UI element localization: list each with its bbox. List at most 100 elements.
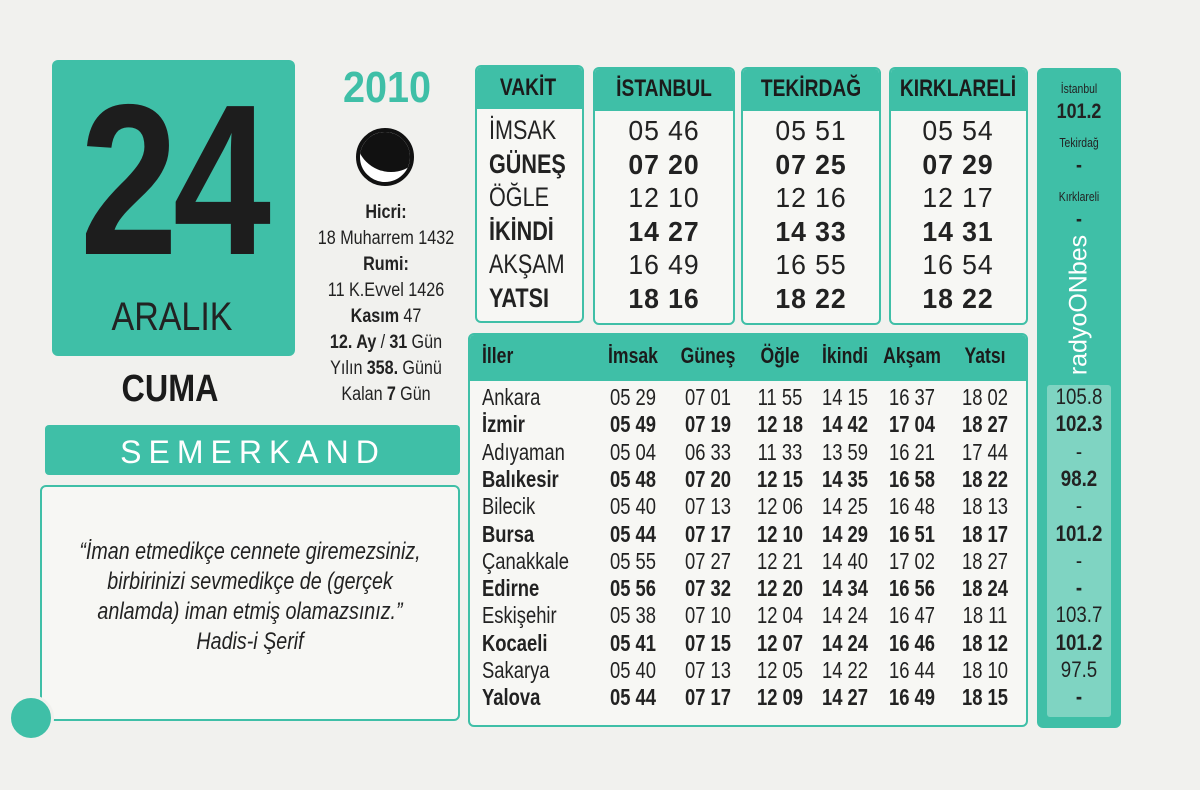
province-time: 14 15 bbox=[821, 384, 869, 410]
column-header: VAKİT bbox=[499, 74, 557, 101]
province-time: 07 19 bbox=[684, 411, 732, 438]
province-time: 16 37 bbox=[888, 384, 936, 410]
moon-shadow bbox=[360, 132, 410, 172]
header-cell bbox=[595, 69, 733, 111]
province-time: 07 27 bbox=[684, 547, 732, 574]
province-time: 14 24 bbox=[821, 629, 869, 656]
radio-frequency: 97.5 bbox=[1060, 657, 1098, 682]
province-time: 07 13 bbox=[684, 657, 732, 683]
province-time: 13 59 bbox=[821, 438, 869, 465]
province-time: 12 07 bbox=[756, 629, 804, 656]
province-time: 18 10 bbox=[961, 657, 1009, 683]
info-text: 358. bbox=[366, 358, 399, 379]
day-number: 24 bbox=[79, 59, 271, 300]
radio-frequency: 98.2 bbox=[1060, 465, 1098, 491]
province-time: 07 10 bbox=[684, 602, 732, 629]
info-text: Yılın bbox=[330, 358, 363, 379]
province-time: 05 49 bbox=[609, 411, 657, 438]
column-header: Akşam bbox=[883, 343, 941, 368]
prayer-time: 05 51 bbox=[775, 115, 847, 146]
province-time: 14 35 bbox=[821, 465, 869, 492]
radio-frequency: 102.3 bbox=[1055, 411, 1103, 437]
info-line: Kasım 47 bbox=[351, 307, 422, 326]
province-name: Adıyaman bbox=[482, 438, 565, 465]
column-header: İmsak bbox=[608, 343, 658, 368]
province-name: Sakarya bbox=[482, 657, 550, 683]
info-line: Hicri: bbox=[365, 203, 406, 222]
radio-city-frequency: 101.2 bbox=[1056, 100, 1102, 123]
province-time: 12 10 bbox=[756, 520, 804, 547]
info-text: Günü bbox=[402, 358, 442, 379]
brand-bar bbox=[45, 425, 460, 475]
prayer-time: 16 49 bbox=[628, 249, 700, 281]
prayer-time: 18 22 bbox=[922, 283, 994, 314]
header-cell bbox=[743, 69, 879, 111]
info-text: Kasım bbox=[350, 306, 400, 327]
province-time: 14 42 bbox=[821, 411, 869, 438]
info-text: 47 bbox=[403, 306, 422, 327]
info-text: 7 bbox=[386, 384, 396, 405]
province-time: 16 56 bbox=[888, 575, 936, 602]
province-time: 07 17 bbox=[684, 520, 732, 547]
province-time: 12 18 bbox=[756, 411, 804, 438]
prayer-name: YATSI bbox=[489, 283, 550, 313]
header-cell bbox=[891, 69, 1026, 111]
prayer-time: 14 33 bbox=[775, 215, 847, 247]
radio-city: İstanbul bbox=[1060, 81, 1098, 96]
quote-line: “İman etmedikçe cennete giremezsiniz, bbox=[79, 538, 421, 565]
province-time: 14 34 bbox=[821, 575, 869, 602]
province-time: 07 20 bbox=[684, 465, 732, 492]
prayer-time: 12 10 bbox=[628, 182, 700, 214]
province-time: 14 27 bbox=[821, 684, 869, 711]
prayer-time: 16 55 bbox=[775, 249, 847, 281]
province-time: 16 44 bbox=[888, 657, 936, 683]
province-name: Yalova bbox=[482, 684, 541, 711]
province-time: 18 11 bbox=[962, 602, 1008, 629]
province-time: 16 21 bbox=[888, 438, 936, 465]
prayer-time: 18 22 bbox=[775, 283, 847, 314]
province-time: 05 56 bbox=[609, 575, 657, 602]
quote-source: Hadis-i Şerif bbox=[196, 628, 304, 655]
province-time: 12 05 bbox=[756, 657, 804, 683]
column-header: Güneş bbox=[680, 343, 736, 368]
province-time: 07 13 bbox=[684, 493, 732, 520]
province-table bbox=[468, 333, 1028, 727]
info-line: Rumi: bbox=[363, 255, 409, 274]
province-header bbox=[470, 335, 1026, 381]
province-name: Kocaeli bbox=[482, 629, 548, 656]
info-line: Kalan 7 Gün bbox=[341, 385, 430, 404]
info-text: Gün bbox=[400, 384, 431, 405]
quote-box bbox=[40, 485, 460, 721]
province-time: 07 32 bbox=[684, 575, 732, 602]
province-time: 12 15 bbox=[756, 465, 804, 492]
prayer-time: 07 29 bbox=[922, 148, 994, 180]
province-time: 18 27 bbox=[961, 547, 1009, 574]
moon-phase bbox=[356, 128, 414, 186]
city-name: İSTANBUL bbox=[616, 75, 712, 102]
province-time: 05 44 bbox=[609, 684, 657, 711]
province-time: 14 24 bbox=[821, 602, 869, 629]
radio-frequency: - bbox=[1075, 493, 1083, 519]
radio-frequency: - bbox=[1075, 575, 1083, 601]
province-time: 18 15 bbox=[961, 684, 1009, 711]
radio-city-frequency: - bbox=[1076, 154, 1082, 177]
province-time: 12 09 bbox=[756, 684, 804, 711]
province-time: 05 40 bbox=[609, 657, 657, 683]
prayer-name: İMSAK bbox=[489, 115, 557, 145]
province-time: 16 47 bbox=[888, 602, 936, 629]
province-time: 18 27 bbox=[961, 411, 1009, 438]
info-text: Hicri: bbox=[365, 202, 407, 223]
province-time: 06 33 bbox=[684, 438, 732, 465]
province-name: Bilecik bbox=[482, 493, 536, 520]
province-time: 11 55 bbox=[757, 384, 803, 410]
province-time: 18 12 bbox=[961, 629, 1009, 656]
prayer-name: AKŞAM bbox=[489, 249, 565, 280]
info-line: 18 Muharrem 1432 bbox=[318, 229, 454, 248]
province-name: İzmir bbox=[482, 411, 525, 438]
city-name: KIRKLARELİ bbox=[899, 75, 1017, 102]
weekday: CUMA bbox=[121, 368, 219, 410]
column-header: İkindi bbox=[822, 343, 868, 368]
quote-line: birbirinizi sevmedikçe de (gerçek bbox=[107, 568, 393, 595]
prayer-time: 14 31 bbox=[922, 215, 994, 247]
